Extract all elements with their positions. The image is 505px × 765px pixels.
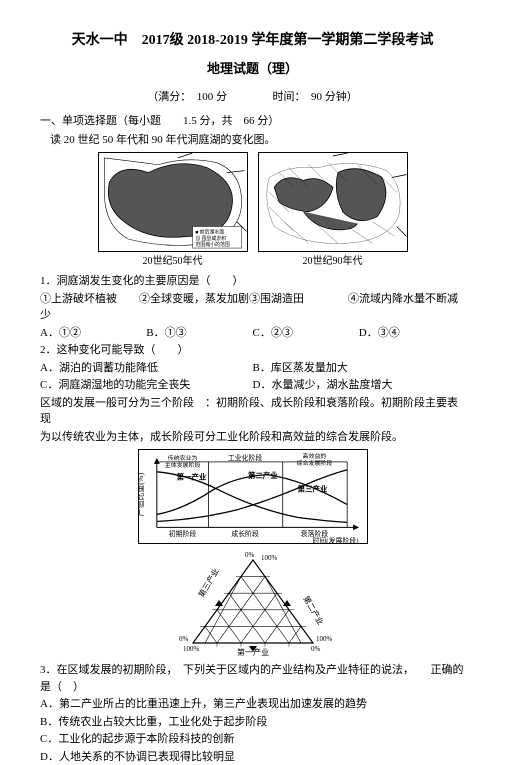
q3-D: D．人地关系的不协调已表现得比较明显 xyxy=(40,749,465,765)
map-caption-right: 20世纪90年代 xyxy=(258,254,408,269)
q1-B: B．①③ xyxy=(146,325,252,342)
section-head: 一、单项选择题（每小题 1.5 分，共 66 分） xyxy=(40,113,465,130)
q1-C: C．②③ xyxy=(253,325,359,342)
svg-text:100%: 100% xyxy=(316,635,333,643)
svg-text:范围缩小的范围: 范围缩小的范围 xyxy=(195,241,229,248)
svg-text:时间(发展阶段): 时间(发展阶段) xyxy=(312,536,358,544)
svg-text:第二产业: 第二产业 xyxy=(301,594,326,627)
q2-A: A．湖泊的调蓄功能降低 xyxy=(40,360,253,377)
svg-text:100%: 100% xyxy=(183,645,200,653)
svg-text:0%: 0% xyxy=(179,635,189,643)
svg-text:综合发展阶段: 综合发展阶段 xyxy=(296,459,332,467)
svg-text:传统农业为: 传统农业为 xyxy=(167,454,197,462)
title-sub: 地理试题（理） xyxy=(40,59,465,79)
title-main: 天水一中 2017级 2018-2019 学年度第一学期第二学段考试 xyxy=(40,30,465,51)
q2-D: D．水量减少，湖水盐度增大 xyxy=(253,377,466,394)
svg-text:第二产业: 第二产业 xyxy=(248,470,278,480)
svg-text:0%: 0% xyxy=(311,645,321,653)
svg-text:第三产业: 第三产业 xyxy=(196,566,221,599)
svg-text:成长阶段: 成长阶段 xyxy=(231,529,259,538)
map-caption-left: 20世纪50年代 xyxy=(98,254,248,269)
read-line: 读 20 世纪 50 年代和 90 年代洞庭湖的变化图。 xyxy=(40,132,465,149)
map-caption-row: 20世纪50年代 20世纪90年代 xyxy=(40,254,465,269)
score-left: （满分： 100 分 xyxy=(147,91,227,103)
page-number: 1 xyxy=(0,693,505,708)
q3-stem: 3．在区域发展的初期阶段， 下列关于区域内的产业结构及产业特征的说法， 正确的是… xyxy=(40,662,465,695)
svg-text:产值比重(%): 产值比重(%) xyxy=(139,473,145,517)
svg-text:工业化阶段: 工业化阶段 xyxy=(227,453,262,462)
svg-text:▨ 围垦或淤积: ▨ 围垦或淤积 xyxy=(195,235,226,242)
svg-text:初期阶段: 初期阶段 xyxy=(168,529,196,538)
score-line: （满分： 100 分 时间： 90 分钟） xyxy=(40,89,465,106)
q3-B: B．传统农业占较大比重，工业化处于起步阶段 xyxy=(40,714,465,731)
q1-stem: 1．洞庭湖发生变化的主要原因是（ ） xyxy=(40,273,465,290)
svg-text:100%: 100% xyxy=(261,554,278,562)
stage-chart-wrap: 产值比重(%) 传统农业为 主体发展阶段 工业化阶段 高效益的 综合发展阶段 第… xyxy=(40,449,465,544)
svg-text:高效益的: 高效益的 xyxy=(302,452,326,460)
q2-C: C．洞庭湖湿地的功能完全丧失 xyxy=(40,377,253,394)
svg-text:0%: 0% xyxy=(245,551,255,559)
svg-text:主体发展阶段: 主体发展阶段 xyxy=(164,461,200,469)
stage-chart: 产值比重(%) 传统农业为 主体发展阶段 工业化阶段 高效益的 综合发展阶段 第… xyxy=(138,449,368,544)
map-row: ■ 前后湖水面 ▨ 围垦或淤积 范围缩小的范围 xyxy=(40,152,465,252)
q2-opts1: A．湖泊的调蓄功能降低 B．库区蒸发量加大 xyxy=(40,360,465,377)
para-l1: 区域的发展一般可分为三个阶段 ：初期阶段、成长阶段和衰落阶段。初期阶段主要表现 xyxy=(40,395,465,428)
q1-subs: ①上游破坏植被 ②全球变暖，蒸发加剧③围湖造田 ④流域内降水量不断减少 xyxy=(40,291,465,324)
triangle-chart: 0% 100% 100% 0% 0% 100% 第三产业 第二产业 第一产业 xyxy=(173,548,333,658)
q2-stem: 2．这种变化可能导致（ ） xyxy=(40,342,465,359)
q1-opts: A．①② B．①③ C．②③ D．③④ xyxy=(40,325,465,342)
q1-A: A．①② xyxy=(40,325,146,342)
q2-B: B．库区蒸发量加大 xyxy=(253,360,466,377)
svg-text:衰落阶段: 衰落阶段 xyxy=(300,529,328,538)
svg-text:第三产业: 第三产业 xyxy=(297,484,327,494)
q1-D: D．③④ xyxy=(359,325,465,342)
score-right: 时间： 90 分钟） xyxy=(273,91,358,103)
q2-opts2: C．洞庭湖湿地的功能完全丧失 D．水量减少，湖水盐度增大 xyxy=(40,377,465,394)
para-l2: 为以传统农业为主体，成长阶段可分工业化阶段和高效益的综合发展阶段。 xyxy=(40,429,465,446)
svg-text:■ 前后湖水面: ■ 前后湖水面 xyxy=(195,228,224,235)
map-1990s xyxy=(258,152,408,252)
svg-text:第一产业: 第一产业 xyxy=(176,472,206,482)
q3-C: C．工业化的起步源于本阶段科技的创新 xyxy=(40,731,465,748)
triangle-chart-wrap: 0% 100% 100% 0% 0% 100% 第三产业 第二产业 第一产业 xyxy=(40,548,465,658)
map-1950s: ■ 前后湖水面 ▨ 围垦或淤积 范围缩小的范围 xyxy=(98,152,248,252)
